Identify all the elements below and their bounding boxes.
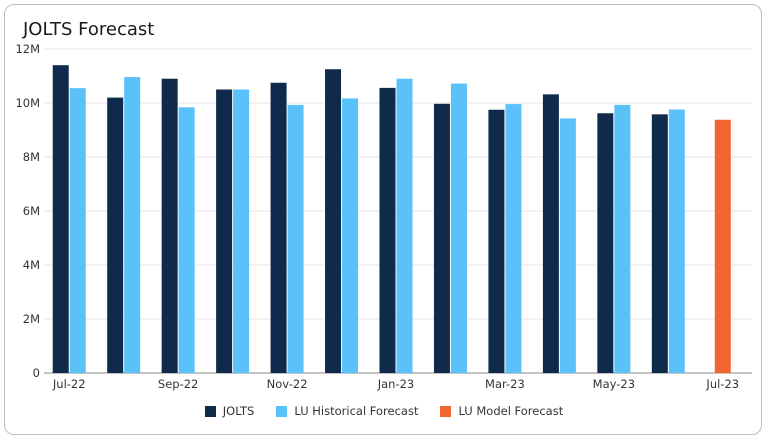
- legend-swatch-lu-model-forecast: [440, 406, 451, 417]
- x-tick-label: Jan-23: [377, 377, 415, 391]
- bar-jolts-apr-23[interactable]: [543, 94, 559, 373]
- legend-swatch-jolts: [205, 406, 216, 417]
- bar-jolts-jun-23[interactable]: [652, 114, 668, 373]
- bar-lu-historical-forecast-jun-23[interactable]: [669, 109, 685, 373]
- y-tick-label: 10M: [15, 96, 40, 110]
- legend-item-lu-model-forecast[interactable]: LU Model Forecast: [440, 404, 563, 418]
- legend-label-jolts: JOLTS: [223, 404, 255, 418]
- bar-lu-historical-forecast-dec-22[interactable]: [342, 98, 358, 373]
- bars: [53, 65, 731, 373]
- x-tick-label: Jul-22: [52, 377, 86, 391]
- y-tick-label: 2M: [23, 312, 40, 326]
- bar-jolts-jul-22[interactable]: [53, 65, 69, 373]
- bar-jolts-nov-22[interactable]: [271, 83, 287, 373]
- legend-label-lu-model-forecast: LU Model Forecast: [458, 404, 563, 418]
- x-tick-label: Sep-22: [158, 377, 198, 391]
- y-tick-label: 4M: [23, 258, 40, 272]
- bar-lu-historical-forecast-oct-22[interactable]: [233, 90, 249, 374]
- x-axis-ticks: Jul-22 Sep-22 Nov-22 Jan-23 Mar-23 May-23 Jul-…: [52, 377, 739, 391]
- bar-jolts-dec-22[interactable]: [325, 69, 341, 373]
- bar-jolts-oct-22[interactable]: [216, 90, 232, 374]
- x-tick-label: Jul-23: [705, 377, 739, 391]
- bar-lu-historical-forecast-mar-23[interactable]: [505, 104, 521, 373]
- y-axis-ticks: 0 2M 4M 6M 8M 10M 12M: [15, 42, 40, 380]
- legend-item-jolts[interactable]: JOLTS: [205, 404, 255, 418]
- y-tick-label: 6M: [23, 204, 40, 218]
- bar-lu-historical-forecast-nov-22[interactable]: [288, 105, 304, 373]
- y-tick-label: 12M: [15, 42, 40, 56]
- legend: JOLTS LU Historical Forecast LU Model Fo…: [0, 404, 768, 418]
- x-tick-label: May-23: [593, 377, 635, 391]
- bar-jolts-aug-22[interactable]: [107, 98, 123, 373]
- bar-jolts-may-23[interactable]: [597, 113, 613, 373]
- bar-lu-historical-forecast-apr-23[interactable]: [560, 118, 576, 373]
- x-tick-label: Nov-22: [267, 377, 308, 391]
- bar-lu-historical-forecast-jul-22[interactable]: [70, 88, 86, 373]
- x-tick-label: Mar-23: [485, 377, 525, 391]
- bar-lu-historical-forecast-may-23[interactable]: [614, 105, 630, 373]
- bar-jolts-sep-22[interactable]: [162, 79, 178, 373]
- bar-lu-historical-forecast-feb-23[interactable]: [451, 84, 467, 373]
- bar-jolts-feb-23[interactable]: [434, 104, 450, 373]
- bar-lu-model-forecast-jul-23[interactable]: [715, 120, 731, 373]
- bar-jolts-jan-23[interactable]: [380, 88, 396, 373]
- y-tick-label: 8M: [23, 150, 40, 164]
- y-tick-label: 0: [33, 366, 40, 380]
- bar-jolts-mar-23[interactable]: [488, 110, 504, 373]
- legend-swatch-lu-historical-forecast: [276, 406, 287, 417]
- bar-lu-historical-forecast-aug-22[interactable]: [124, 77, 140, 373]
- bar-lu-historical-forecast-sep-22[interactable]: [179, 107, 195, 373]
- bar-lu-historical-forecast-jan-23[interactable]: [397, 79, 413, 373]
- legend-item-lu-historical-forecast[interactable]: LU Historical Forecast: [276, 404, 418, 418]
- legend-label-lu-historical-forecast: LU Historical Forecast: [294, 404, 418, 418]
